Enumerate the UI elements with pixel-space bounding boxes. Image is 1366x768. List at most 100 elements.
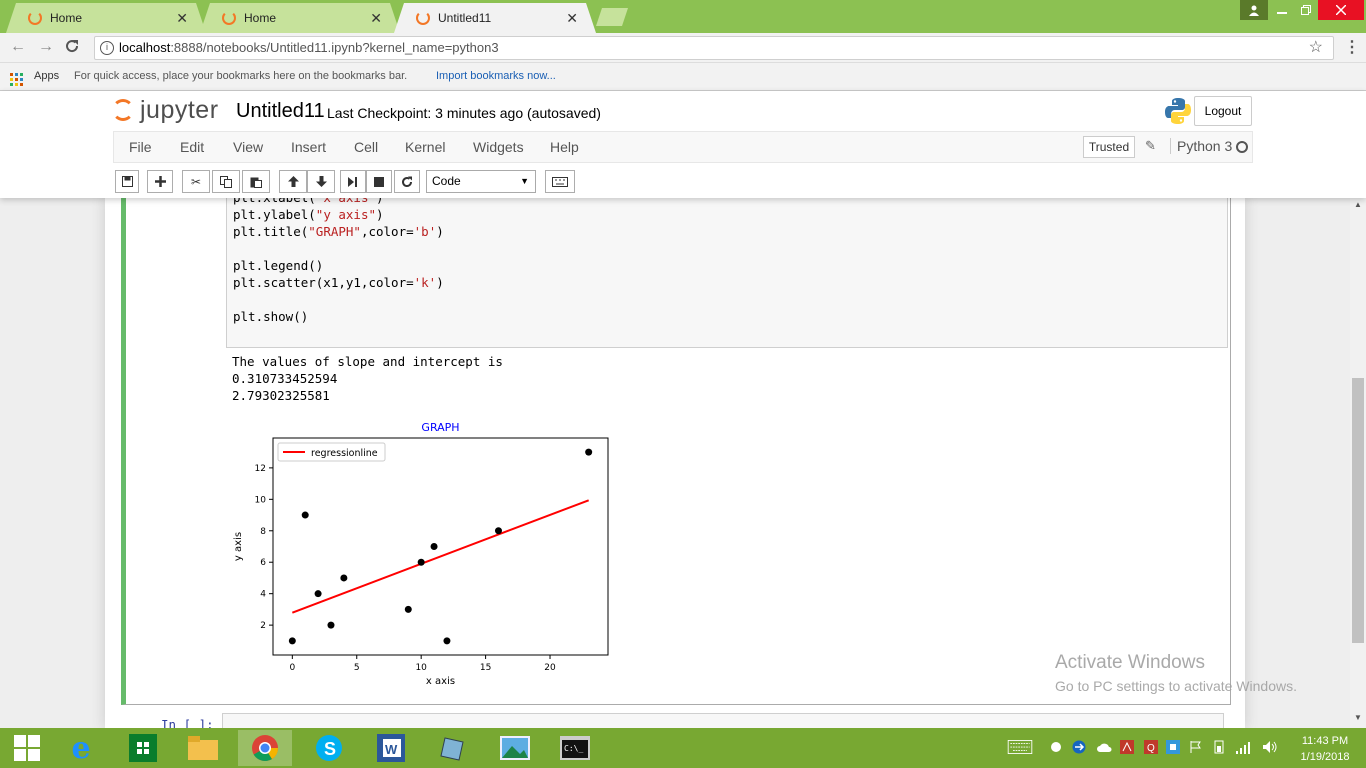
trusted-indicator[interactable]: Trusted <box>1083 136 1135 158</box>
scatter-point <box>327 621 335 629</box>
forward-arrow-icon[interactable]: → <box>38 38 54 55</box>
command-palette-button[interactable] <box>545 170 575 193</box>
volume-icon[interactable] <box>1262 740 1278 754</box>
bookmark-star-icon[interactable]: ☆ <box>1308 39 1323 56</box>
apps-link[interactable]: Apps <box>34 70 60 82</box>
minimize-icon[interactable] <box>1268 0 1296 20</box>
start-button[interactable] <box>0 730 54 766</box>
menu-kernel[interactable]: Kernel <box>405 139 446 155</box>
restart-button[interactable] <box>394 170 420 193</box>
cloud-icon[interactable] <box>1096 740 1112 754</box>
skype-button[interactable]: S <box>302 730 356 766</box>
internet-explorer-button[interactable]: e <box>54 730 108 766</box>
menu-file[interactable]: File <box>129 139 152 155</box>
file-explorer-button[interactable] <box>176 730 230 766</box>
scroll-down-icon[interactable]: ▼ <box>1354 713 1362 722</box>
notebook-name[interactable]: Untitled11 <box>236 100 325 122</box>
word-icon: W <box>377 734 405 762</box>
chevron-down-icon: ▼ <box>520 176 529 186</box>
scatter-point <box>301 511 309 519</box>
restore-icon[interactable] <box>1292 0 1320 20</box>
browser-tab-home-2[interactable]: Home ✕ <box>200 3 400 33</box>
scatter-point <box>443 637 451 645</box>
import-bookmarks-link[interactable]: Import bookmarks now... <box>436 70 556 82</box>
profile-icon[interactable] <box>1240 0 1268 20</box>
move-down-button[interactable] <box>307 170 335 193</box>
app-tray-icon[interactable] <box>1050 740 1062 754</box>
scatter-point <box>404 605 412 613</box>
network-app-icon[interactable] <box>1166 740 1180 754</box>
battery-icon[interactable] <box>1212 740 1226 754</box>
pdf-reader-icon[interactable] <box>1120 740 1134 754</box>
insert-cell-button[interactable] <box>147 170 173 193</box>
url-input[interactable]: i localhost:8888/notebooks/Untitled11.ip… <box>94 36 1334 60</box>
code-line: plt.ylabel("y axis") <box>233 207 384 222</box>
scatter-point <box>494 527 502 535</box>
command-prompt-button[interactable]: C:\_ <box>548 730 602 766</box>
plot-frame <box>272 437 609 656</box>
keyboard-icon[interactable] <box>1006 740 1034 754</box>
page-scrollbar[interactable]: ▲ ▼ <box>1350 198 1366 728</box>
chrome-button[interactable] <box>238 730 292 766</box>
scroll-up-icon[interactable]: ▲ <box>1354 200 1362 209</box>
save-button[interactable] <box>115 170 139 193</box>
system-clock[interactable]: 11:43 PM 1/19/2018 <box>1290 733 1360 765</box>
info-icon[interactable]: i <box>100 41 114 55</box>
jupyter-logo-text: jupyter <box>140 96 219 124</box>
paste-button[interactable] <box>242 170 270 193</box>
scatter-point <box>288 637 296 645</box>
menu-cell[interactable]: Cell <box>354 139 379 155</box>
tab-close-icon[interactable]: ✕ <box>176 10 188 26</box>
cell-type-select[interactable]: Code ▼ <box>426 170 536 193</box>
save-icon <box>121 176 133 187</box>
menu-insert[interactable]: Insert <box>291 139 327 155</box>
close-window-icon[interactable] <box>1318 0 1364 20</box>
back-arrow-icon[interactable]: ← <box>10 38 26 55</box>
code-line: plt.show() <box>233 309 309 324</box>
tab-close-icon[interactable]: ✕ <box>566 10 578 26</box>
logout-button[interactable]: Logout <box>1194 96 1252 126</box>
run-button[interactable] <box>340 170 366 193</box>
keyboard-icon <box>552 177 568 187</box>
code-line: plt.scatter(x1,y1,color='k') <box>233 275 444 290</box>
reload-icon[interactable] <box>64 38 80 59</box>
code-line: plt.xlabel("x axis") <box>233 198 384 205</box>
url-host: localhost <box>119 40 171 55</box>
word-button[interactable]: W <box>364 730 418 766</box>
output-line: 2.79302325581 <box>232 388 330 403</box>
selected-code-cell[interactable]: plt.xlabel("x axis") plt.ylabel("y axis")… <box>121 198 1231 705</box>
menu-help[interactable]: Help <box>550 139 579 155</box>
windows-taskbar: e S W C:\_ Q 11:43 PM 1/19/2018 <box>0 728 1366 768</box>
cell-type-value: Code <box>432 174 461 188</box>
edit-pencil-icon[interactable]: ✎ <box>1145 138 1156 153</box>
cut-button[interactable]: ✂ <box>182 170 210 193</box>
menu-edit[interactable]: Edit <box>180 139 205 155</box>
legend-label: regressionline <box>311 448 378 459</box>
photos-button[interactable] <box>488 730 542 766</box>
browser-tab-untitled11[interactable]: Untitled11 ✕ <box>394 3 596 33</box>
tab-close-icon[interactable]: ✕ <box>370 10 382 26</box>
y-tick-label: 6 <box>260 558 266 568</box>
menu-view[interactable]: View <box>233 139 264 155</box>
wifi-signal-icon[interactable] <box>1236 740 1252 754</box>
notes-app-button[interactable] <box>426 730 480 766</box>
next-code-cell[interactable] <box>222 713 1224 728</box>
flag-icon[interactable] <box>1188 740 1202 754</box>
watermark-subtitle: Go to PC settings to activate Windows. <box>1055 678 1297 694</box>
browser-menu-icon[interactable]: ⋮ <box>1344 39 1360 56</box>
x-tick-label: 10 <box>415 663 427 673</box>
move-up-button[interactable] <box>279 170 307 193</box>
code-input[interactable]: plt.xlabel("x axis") plt.ylabel("y axis")… <box>226 198 1228 348</box>
browser-tab-home-1[interactable]: Home ✕ <box>6 3 206 33</box>
teamviewer-icon[interactable] <box>1072 740 1086 754</box>
interrupt-button[interactable] <box>366 170 392 193</box>
new-tab-button[interactable] <box>596 8 628 26</box>
apps-grid-icon[interactable] <box>10 70 23 86</box>
store-button[interactable] <box>116 730 170 766</box>
jupyter-logo[interactable]: jupyter <box>112 96 219 125</box>
menu-widgets[interactable]: Widgets <box>473 139 524 155</box>
security-app-icon[interactable]: Q <box>1144 740 1158 754</box>
scrollbar-thumb[interactable] <box>1352 378 1364 643</box>
copy-button[interactable] <box>212 170 240 193</box>
y-axis-label: y axis <box>233 532 244 561</box>
